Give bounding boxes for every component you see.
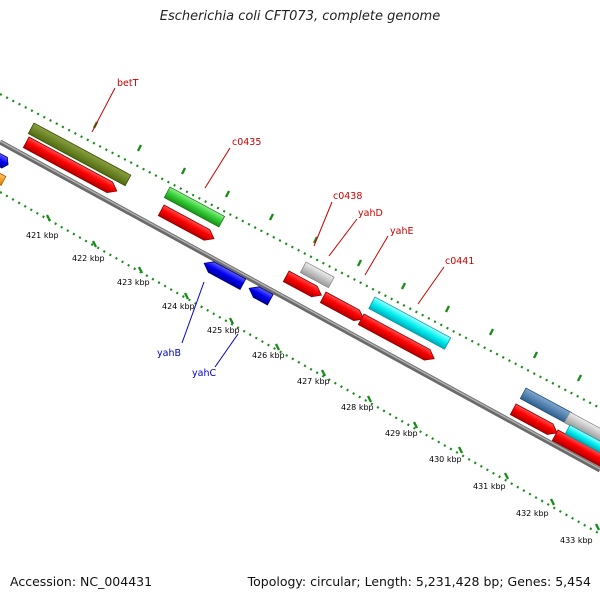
cds-right-2[interactable] xyxy=(551,429,600,473)
gene-label-betT[interactable]: betT xyxy=(117,78,139,89)
kbp-label: 431 kbp xyxy=(473,482,506,491)
kbp-label: 432 kbp xyxy=(516,509,549,518)
accession-label: Accession: NC_004431 xyxy=(10,574,153,589)
topology-summary: Topology: circular; Length: 5,231,428 bp… xyxy=(247,574,591,589)
cds-c0435[interactable] xyxy=(157,204,217,244)
gene-label-yahD[interactable]: yahD xyxy=(358,208,383,219)
kbp-label: 426 kbp xyxy=(252,351,285,360)
feature-betT[interactable] xyxy=(27,122,132,187)
gene-label-yahC[interactable]: yahC xyxy=(192,368,216,379)
kbp-label: 423 kbp xyxy=(117,278,150,287)
kbp-scale-labels: 421 kbp 422 kbp 423 kbp 424 kbp 425 kbp … xyxy=(26,231,593,545)
kbp-label: 428 kbp xyxy=(341,403,374,412)
label-leaders xyxy=(91,87,445,368)
feature-c0441[interactable] xyxy=(368,296,452,350)
kbp-label: 429 kbp xyxy=(385,429,418,438)
feature-left-orange[interactable] xyxy=(0,167,7,186)
genome-backbone-highlight xyxy=(0,140,600,470)
kbp-label: 421 kbp xyxy=(26,231,59,240)
gene-label-c0438[interactable]: c0438 xyxy=(333,191,362,202)
cds-yahB[interactable] xyxy=(201,258,247,290)
kbp-label: 422 kbp xyxy=(72,254,105,263)
cds-right-1[interactable] xyxy=(509,403,560,438)
cds-yahE[interactable] xyxy=(357,313,437,364)
genome-backbone xyxy=(0,139,600,473)
cds-c0438[interactable] xyxy=(282,270,324,301)
feature-cyan-edge[interactable] xyxy=(564,424,600,454)
outer-ruler-ticks xyxy=(92,121,583,382)
inner-ruler xyxy=(0,191,600,535)
cds-yahD[interactable] xyxy=(319,291,366,324)
inner-ruler-ticks xyxy=(45,214,600,531)
kbp-label: 424 kbp xyxy=(162,302,195,311)
feature-c0438[interactable] xyxy=(299,261,335,289)
gene-label-yahE[interactable]: yahE xyxy=(390,226,413,237)
gene-label-yahB[interactable]: yahB xyxy=(157,348,181,359)
feature-left-blue[interactable] xyxy=(0,146,11,170)
kbp-label: 425 kbp xyxy=(207,326,240,335)
outer-ruler xyxy=(0,93,600,409)
feature-c0435[interactable] xyxy=(163,186,226,228)
kbp-label: 430 kbp xyxy=(429,455,462,464)
kbp-label: 433 kbp xyxy=(560,536,593,545)
cds-betT[interactable] xyxy=(22,136,119,196)
kbp-label: 427 kbp xyxy=(297,377,330,386)
cds-yahC[interactable] xyxy=(246,283,274,306)
map-title: Escherichia coli CFT073, complete genome xyxy=(159,9,441,24)
gene-label-c0435[interactable]: c0435 xyxy=(232,137,261,148)
gene-label-c0441[interactable]: c0441 xyxy=(445,256,474,267)
